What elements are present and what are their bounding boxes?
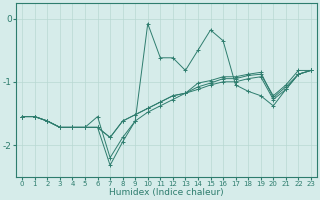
X-axis label: Humidex (Indice chaleur): Humidex (Indice chaleur) <box>109 188 224 197</box>
